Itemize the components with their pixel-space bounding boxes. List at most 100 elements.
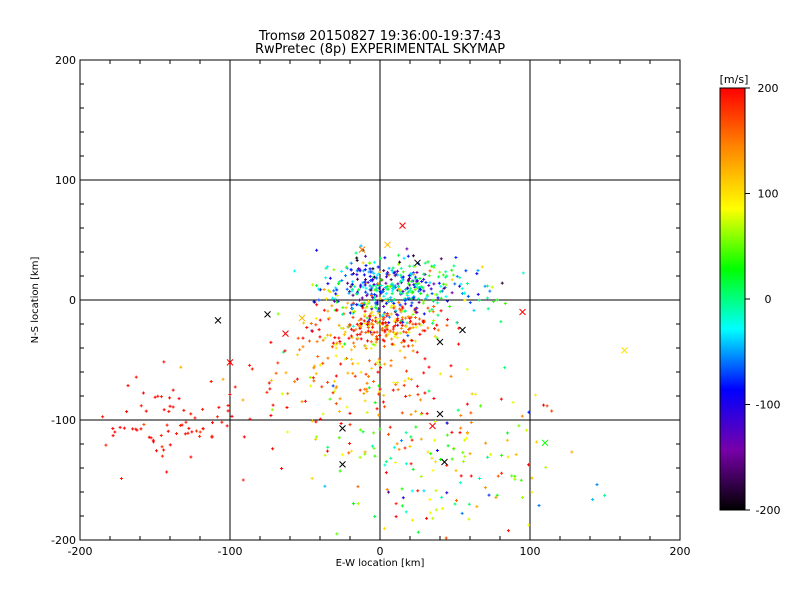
data-point: [355, 322, 359, 326]
data-point: [396, 336, 400, 340]
data-point: [426, 326, 430, 330]
data-point: [368, 314, 372, 318]
data-point: [358, 455, 362, 459]
data-point: [356, 502, 360, 506]
data-point: [367, 359, 371, 363]
data-point: [369, 278, 373, 282]
data-point: [373, 292, 377, 296]
data-point: [472, 308, 476, 312]
data-point: [330, 345, 334, 349]
data-point: [377, 286, 381, 290]
data-point: [363, 283, 367, 287]
data-point: [383, 463, 387, 467]
data-point: [309, 322, 313, 326]
data-point: [314, 437, 318, 441]
data-point: [351, 307, 355, 311]
data-point: [332, 289, 336, 293]
data-point: [318, 318, 322, 322]
data-point: [385, 323, 389, 327]
data-point: [412, 283, 416, 287]
data-point: [404, 316, 408, 320]
data-point: [349, 348, 353, 352]
data-point: [370, 286, 374, 290]
data-point: [335, 294, 339, 298]
data-point: [324, 297, 328, 301]
data-point: [410, 489, 414, 493]
data-point: [486, 455, 490, 459]
data-point: [377, 311, 381, 315]
data-point: [371, 314, 375, 318]
data-point: [342, 333, 346, 337]
data-point: [358, 269, 362, 273]
data-point: [374, 340, 378, 344]
data-point: [373, 515, 377, 519]
x-marker: [621, 347, 628, 354]
data-point: [363, 268, 367, 272]
data-point: [387, 321, 391, 325]
data-point: [390, 304, 394, 308]
data-point: [431, 468, 435, 472]
data-point: [363, 280, 367, 284]
data-point: [248, 363, 252, 367]
data-point: [436, 328, 440, 332]
data-point: [350, 449, 354, 453]
data-point: [527, 463, 531, 467]
data-point: [468, 301, 472, 305]
data-point: [416, 393, 420, 397]
data-point: [438, 290, 442, 294]
data-point: [352, 329, 356, 333]
colorbar-label: [m/s]: [720, 73, 749, 86]
data-point: [269, 414, 273, 418]
data-point: [483, 284, 487, 288]
data-point: [268, 387, 272, 391]
data-point: [465, 367, 469, 371]
data-point: [318, 335, 322, 339]
data-point: [405, 247, 409, 251]
data-point: [409, 435, 413, 439]
data-point: [335, 308, 339, 312]
data-point: [359, 283, 363, 287]
data-point: [334, 374, 338, 378]
data-point: [340, 345, 344, 349]
y-tick-label: 100: [55, 174, 76, 187]
data-point: [337, 436, 341, 440]
x-marker: [399, 222, 406, 229]
data-point: [414, 339, 418, 343]
data-point: [269, 340, 273, 344]
data-point: [478, 476, 482, 480]
data-point: [433, 419, 437, 423]
data-point: [373, 305, 377, 309]
data-point: [454, 499, 458, 503]
data-point: [474, 392, 478, 396]
data-point: [348, 311, 352, 315]
data-point: [369, 294, 373, 298]
y-tick-label: -200: [51, 534, 76, 547]
data-point: [434, 508, 438, 512]
data-point: [534, 393, 538, 397]
data-point: [332, 389, 336, 393]
data-point: [430, 292, 434, 296]
data-point: [419, 412, 423, 416]
data-point: [193, 416, 197, 420]
data-point: [378, 296, 382, 300]
data-point: [422, 371, 426, 375]
data-point: [228, 392, 232, 396]
data-point: [595, 483, 599, 487]
data-point: [337, 336, 341, 340]
x-marker: [339, 425, 346, 432]
data-point: [426, 306, 430, 310]
data-point: [419, 398, 423, 402]
data-point: [416, 286, 420, 290]
data-point: [423, 261, 427, 265]
data-point: [154, 449, 158, 453]
data-point: [220, 420, 224, 424]
data-point: [187, 426, 191, 430]
data-point: [374, 284, 378, 288]
data-point: [323, 484, 327, 488]
data-point: [414, 316, 418, 320]
data-point: [458, 276, 462, 280]
data-point: [445, 323, 449, 327]
data-point: [406, 334, 410, 338]
colorbar-tick-label: 100: [758, 188, 779, 201]
